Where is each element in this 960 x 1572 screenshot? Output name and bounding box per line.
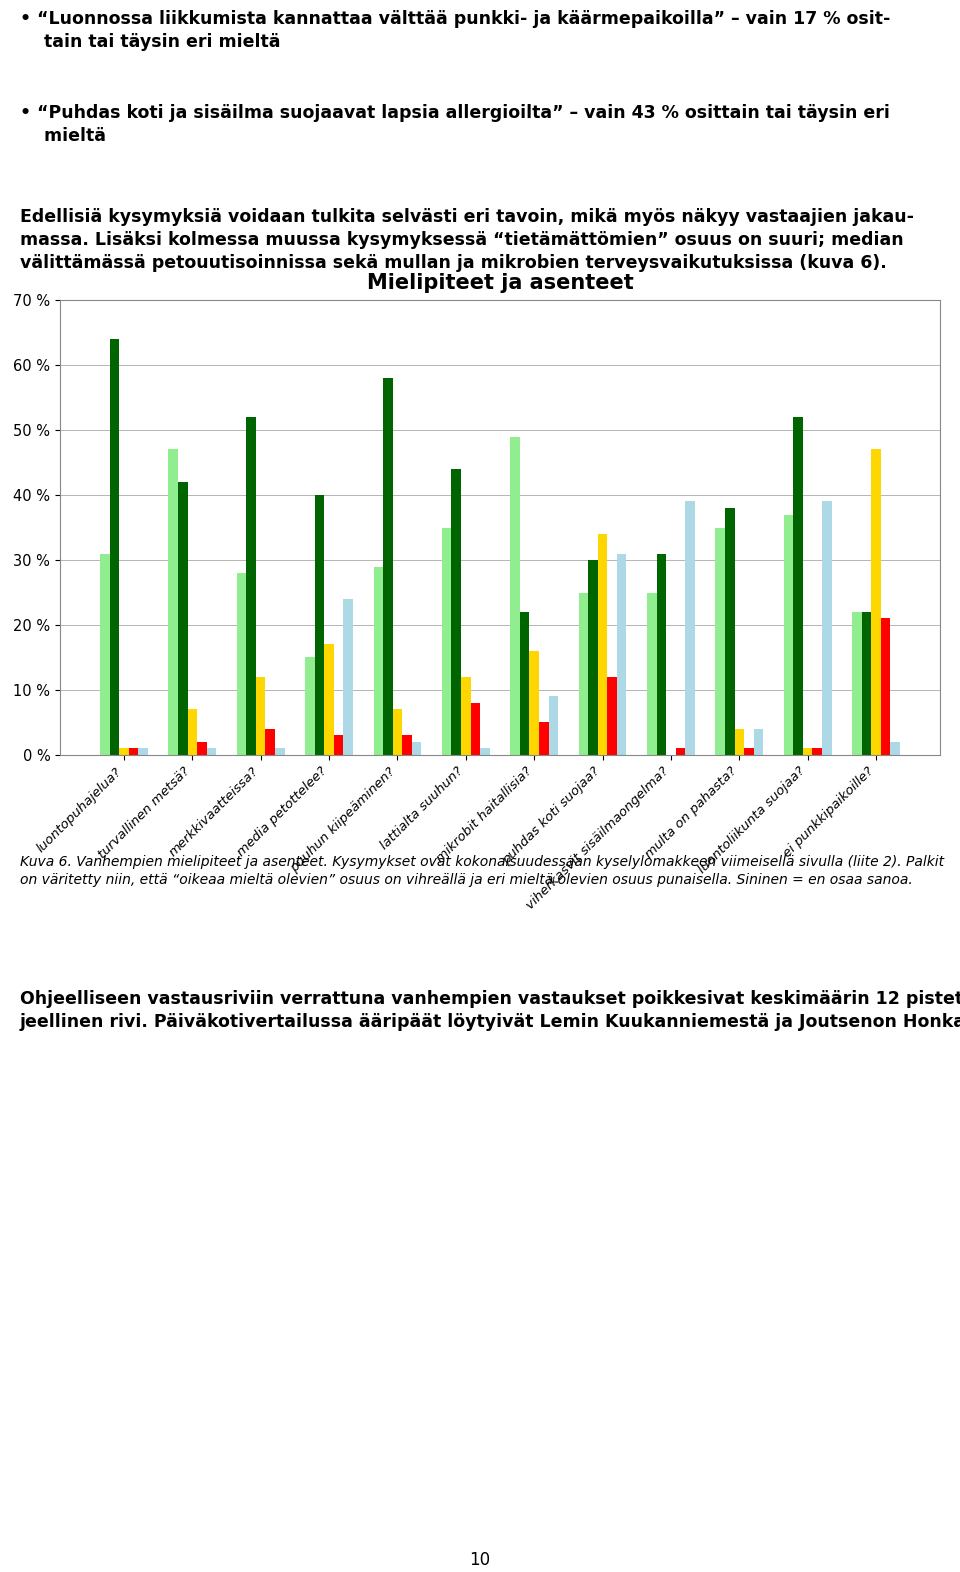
Bar bbox=[461, 678, 470, 755]
Bar bbox=[373, 566, 383, 755]
Bar bbox=[197, 742, 206, 755]
Bar bbox=[617, 553, 627, 755]
Bar bbox=[803, 748, 812, 755]
Bar bbox=[734, 729, 744, 755]
Bar bbox=[412, 742, 421, 755]
Bar bbox=[480, 748, 490, 755]
Bar bbox=[187, 709, 197, 755]
Bar bbox=[334, 736, 344, 755]
Bar bbox=[511, 437, 519, 755]
Bar bbox=[647, 593, 657, 755]
Bar bbox=[579, 593, 588, 755]
Bar bbox=[891, 742, 900, 755]
Bar bbox=[548, 696, 558, 755]
Bar bbox=[247, 417, 256, 755]
Title: Mielipiteet ja asenteet: Mielipiteet ja asenteet bbox=[367, 274, 634, 292]
Bar bbox=[315, 495, 324, 755]
Bar bbox=[862, 612, 872, 755]
Bar bbox=[344, 599, 353, 755]
Bar bbox=[129, 748, 138, 755]
Bar bbox=[402, 736, 412, 755]
Bar bbox=[470, 703, 480, 755]
Bar bbox=[783, 514, 793, 755]
Text: • “Puhdas koti ja sisäilma suojaavat lapsia allergioilta” – vain 43 % osittain t: • “Puhdas koti ja sisäilma suojaavat lap… bbox=[20, 104, 890, 145]
Bar bbox=[881, 618, 891, 755]
Bar bbox=[100, 553, 109, 755]
Bar bbox=[393, 709, 402, 755]
Bar bbox=[256, 678, 266, 755]
Bar bbox=[657, 553, 666, 755]
Bar bbox=[608, 678, 617, 755]
Bar bbox=[725, 508, 734, 755]
Bar bbox=[305, 657, 315, 755]
Text: Edellisiä kysymyksiä voidaan tulkita selvästi eri tavoin, mikä myös näkyy vastaa: Edellisiä kysymyksiä voidaan tulkita sel… bbox=[20, 208, 914, 272]
Bar bbox=[744, 748, 754, 755]
Bar bbox=[519, 612, 529, 755]
Bar bbox=[442, 528, 451, 755]
Bar bbox=[206, 748, 216, 755]
Bar bbox=[715, 528, 725, 755]
Text: 10: 10 bbox=[469, 1552, 491, 1569]
Bar bbox=[109, 340, 119, 755]
Text: Kuva 6. Vanhempien mielipiteet ja asenteet. Kysymykset ovat kokonaisuudessaan ky: Kuva 6. Vanhempien mielipiteet ja asente… bbox=[20, 855, 944, 887]
Bar bbox=[822, 501, 831, 755]
Bar bbox=[138, 748, 148, 755]
Bar bbox=[685, 501, 695, 755]
Bar bbox=[539, 723, 548, 755]
Bar bbox=[793, 417, 803, 755]
Text: • “Luonnossa liikkumista kannattaa välttää punkki- ja käärmepaikoilla” – vain 17: • “Luonnossa liikkumista kannattaa vältt… bbox=[20, 9, 890, 50]
Bar bbox=[119, 748, 129, 755]
Bar bbox=[676, 748, 685, 755]
Bar bbox=[812, 748, 822, 755]
Text: Ohjeelliseen vastausriviin verrattuna vanhempien vastaukset poikkesivat keskimää: Ohjeelliseen vastausriviin verrattuna va… bbox=[20, 990, 960, 1031]
Bar bbox=[324, 645, 334, 755]
Bar bbox=[276, 748, 284, 755]
Bar bbox=[852, 612, 862, 755]
Bar bbox=[598, 534, 608, 755]
Bar bbox=[237, 574, 247, 755]
Bar bbox=[754, 729, 763, 755]
Bar bbox=[451, 468, 461, 755]
Bar bbox=[872, 450, 881, 755]
Bar bbox=[266, 729, 276, 755]
Bar bbox=[383, 377, 393, 755]
Bar bbox=[588, 560, 598, 755]
Bar bbox=[178, 483, 187, 755]
Bar bbox=[529, 651, 539, 755]
Bar bbox=[168, 450, 178, 755]
